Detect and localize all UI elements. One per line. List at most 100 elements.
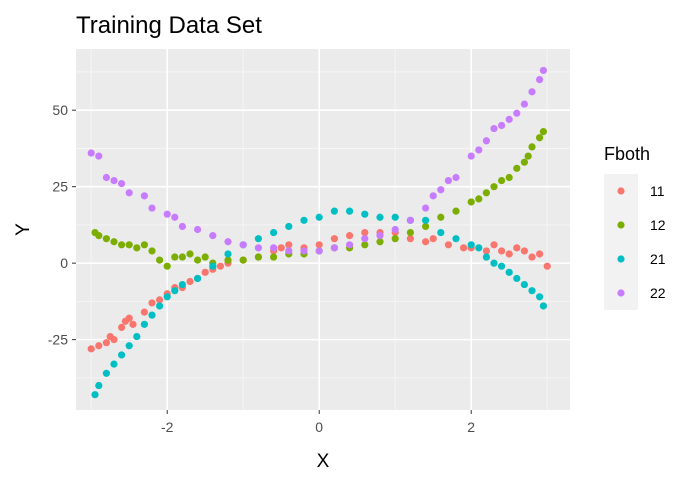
data-point-11 xyxy=(361,228,369,237)
data-point-11 xyxy=(406,235,414,243)
data-point-12 xyxy=(201,253,209,261)
data-point-22 xyxy=(376,232,384,240)
data-point-22 xyxy=(528,88,536,96)
data-point-12 xyxy=(95,232,103,240)
data-point-11 xyxy=(110,336,118,344)
legend-label-11: 11 xyxy=(650,183,665,199)
legend-key-marker xyxy=(617,255,625,263)
y-tick-label: 25 xyxy=(52,179,68,195)
data-point-21 xyxy=(110,360,118,368)
data-point-21 xyxy=(422,216,430,224)
data-point-22 xyxy=(95,152,103,160)
data-point-22 xyxy=(536,75,544,84)
data-point-21 xyxy=(148,311,156,319)
data-point-22 xyxy=(270,244,278,252)
data-point-12 xyxy=(178,253,186,261)
data-point-12 xyxy=(148,247,156,255)
data-point-11 xyxy=(285,241,293,249)
data-point-11 xyxy=(95,342,103,350)
data-point-12 xyxy=(163,262,171,270)
data-point-21 xyxy=(528,287,536,295)
data-point-22 xyxy=(102,173,110,182)
data-point-21 xyxy=(539,302,548,310)
data-point-22 xyxy=(490,124,498,133)
legend: Fboth 11 12 21 22 xyxy=(604,144,666,310)
data-point-12 xyxy=(539,128,548,136)
data-point-21 xyxy=(376,213,384,221)
data-point-12 xyxy=(125,241,133,249)
data-point-11 xyxy=(156,296,164,304)
data-point-22 xyxy=(254,244,262,252)
data-point-12 xyxy=(505,173,513,182)
legend-key-marker xyxy=(617,221,625,229)
data-point-21 xyxy=(536,293,544,301)
data-point-22 xyxy=(110,176,118,185)
data-point-22 xyxy=(239,241,247,249)
data-point-21 xyxy=(490,259,498,267)
data-point-12 xyxy=(376,238,384,246)
data-point-21 xyxy=(498,262,506,270)
data-point-11 xyxy=(543,262,551,270)
data-point-22 xyxy=(346,241,354,249)
data-point-21 xyxy=(315,213,323,221)
data-point-21 xyxy=(156,302,164,310)
data-point-11 xyxy=(216,262,224,270)
data-point-11 xyxy=(186,277,194,286)
y-tick-label: 0 xyxy=(60,255,68,271)
data-point-21 xyxy=(391,213,399,221)
data-point-22 xyxy=(171,213,179,221)
data-point-22 xyxy=(148,204,156,212)
data-point-21 xyxy=(346,207,354,215)
data-point-11 xyxy=(444,241,452,249)
data-point-22 xyxy=(505,115,513,123)
data-point-22 xyxy=(330,244,338,252)
data-point-21 xyxy=(505,268,513,276)
x-axis-title: X xyxy=(317,451,330,472)
data-point-22 xyxy=(361,235,369,243)
data-point-11 xyxy=(536,250,544,258)
data-point-21 xyxy=(270,228,278,237)
data-point-12 xyxy=(406,228,414,237)
data-point-22 xyxy=(163,210,171,218)
data-point-12 xyxy=(270,253,278,261)
data-point-22 xyxy=(178,222,186,231)
data-point-11 xyxy=(346,232,354,240)
data-point-11 xyxy=(505,250,513,258)
data-point-12 xyxy=(133,244,141,252)
y-tick-label: -25 xyxy=(48,332,68,348)
data-point-11 xyxy=(140,308,148,316)
data-point-22 xyxy=(87,149,95,157)
data-point-11 xyxy=(490,241,498,249)
y-axis-title: Y xyxy=(13,223,34,236)
data-point-12 xyxy=(194,256,202,264)
data-point-11 xyxy=(118,323,126,331)
x-tick-label: -2 xyxy=(161,419,174,435)
chart-title: Training Data Set xyxy=(76,12,262,39)
data-point-21 xyxy=(452,235,460,243)
x-axis-ticks: -2 0 2 xyxy=(161,410,475,435)
data-point-11 xyxy=(102,339,110,347)
data-point-12 xyxy=(186,250,194,258)
plot-panel xyxy=(76,49,570,410)
y-axis-ticks: -25 0 25 50 xyxy=(48,102,76,348)
data-point-22 xyxy=(539,66,548,75)
data-point-12 xyxy=(118,241,126,249)
data-point-21 xyxy=(194,274,202,283)
legend-label-12: 12 xyxy=(650,217,666,233)
data-point-11 xyxy=(528,253,536,261)
data-point-11 xyxy=(315,241,323,249)
data-point-22 xyxy=(467,152,475,160)
data-point-11 xyxy=(277,244,285,252)
data-point-21 xyxy=(178,280,186,289)
data-point-21 xyxy=(171,287,179,295)
legend-label-22: 22 xyxy=(650,285,666,301)
data-point-22 xyxy=(140,192,148,200)
data-point-12 xyxy=(437,213,445,221)
data-point-22 xyxy=(300,247,308,255)
data-point-22 xyxy=(118,180,126,188)
data-point-22 xyxy=(429,192,437,200)
data-point-12 xyxy=(110,238,118,246)
x-tick-label: 0 xyxy=(315,419,323,435)
data-point-21 xyxy=(361,210,369,218)
